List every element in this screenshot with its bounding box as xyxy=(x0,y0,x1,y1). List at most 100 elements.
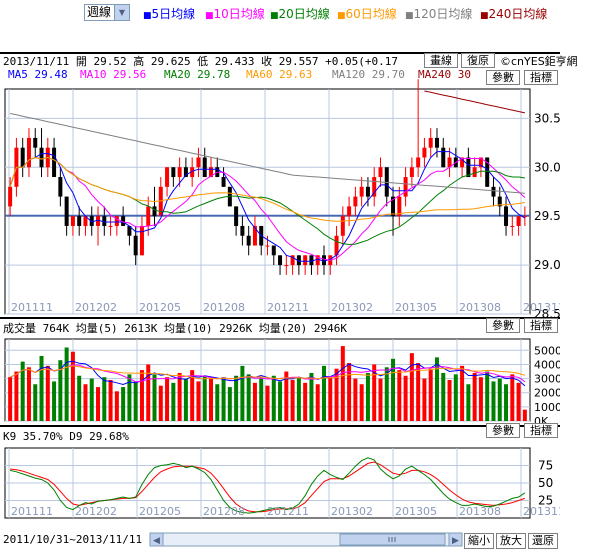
zoom-out-button[interactable]: 放大 xyxy=(496,533,526,549)
volume-y-tick: 5000K xyxy=(534,344,560,357)
volume-params-button[interactable]: 參數 xyxy=(486,318,520,333)
price-x-tick: 201311 xyxy=(523,301,560,314)
volume-bar xyxy=(127,374,132,421)
ma-toggle-6[interactable]: ■240日均線 xyxy=(480,5,547,22)
price-indicator-button[interactable]: 指標 xyxy=(524,70,558,85)
volume-bar xyxy=(353,378,358,421)
candle-body xyxy=(403,177,408,197)
candle-body xyxy=(83,216,88,226)
kd-x-tick: 201308 xyxy=(459,505,501,518)
candle-body xyxy=(152,206,157,217)
chevron-down-icon[interactable]: ▼ xyxy=(114,5,129,20)
kd-x-tick: 201202 xyxy=(75,505,117,518)
kd-indicator-button[interactable]: 指標 xyxy=(524,423,558,438)
volume-bar xyxy=(447,380,452,421)
volume-bar xyxy=(14,371,19,421)
ma-toggle-5[interactable]: ■120日均線 xyxy=(405,5,472,22)
ma-toggle-2[interactable]: ■10日均線 xyxy=(205,5,265,22)
volume-bar xyxy=(315,384,320,421)
period-select[interactable]: 週線 ▼ xyxy=(84,4,130,21)
candle-body xyxy=(77,216,82,226)
kd-k-line xyxy=(9,457,526,514)
ma-toggle-label: 5日均線 xyxy=(151,7,196,21)
candle-body xyxy=(504,206,509,226)
volume-bars xyxy=(8,346,527,421)
candle-body xyxy=(240,225,245,236)
kd-y-tick: 25 xyxy=(538,494,553,508)
candle-body xyxy=(485,157,490,187)
ma5-line xyxy=(9,151,526,262)
candle-body xyxy=(334,235,339,256)
candle-body xyxy=(347,206,352,217)
volume-bar xyxy=(428,368,433,421)
kd-y-tick: 50 xyxy=(538,476,553,490)
volume-bar xyxy=(139,370,144,421)
draw-line-button[interactable]: 畫線 xyxy=(424,53,458,68)
volume-y-tick: 2000K xyxy=(534,387,560,400)
candle-body xyxy=(372,177,377,197)
volume-bar xyxy=(359,384,364,421)
candle-body xyxy=(52,147,57,178)
scroll-left-button[interactable] xyxy=(149,532,164,547)
scroll-right-button[interactable] xyxy=(448,532,463,547)
volume-bar xyxy=(491,381,496,421)
ma-value-2: MA10 29.56 xyxy=(80,68,146,81)
price-info-line: 2013/11/11 開 29.52 高 29.625 低 29.433 收 2… xyxy=(3,54,398,68)
candle-body xyxy=(365,186,370,197)
volume-bar xyxy=(234,375,239,421)
ma120-line xyxy=(9,113,525,194)
scroll-right-icon: ▶ xyxy=(452,536,459,546)
volume-bar xyxy=(240,365,245,421)
price-x-tick: 201308 xyxy=(459,301,501,314)
kd-x-tick: 201111 xyxy=(11,505,53,518)
volume-bar xyxy=(89,378,94,421)
ma-toggle-3[interactable]: ■20日均線 xyxy=(270,5,330,22)
candle-body xyxy=(114,216,119,226)
candle-body xyxy=(353,196,358,207)
candle-body xyxy=(183,167,188,178)
ma60-line xyxy=(9,156,525,222)
volume-bar xyxy=(453,374,458,421)
reset-button[interactable]: 還原 xyxy=(528,533,558,549)
price-x-tick: 201205 xyxy=(139,301,181,314)
volume-ma-lines xyxy=(9,360,526,387)
volume-bar xyxy=(133,381,138,421)
kd-info-line: K9 35.70% D9 29.68% xyxy=(3,430,129,443)
zoom-in-button[interactable]: 縮小 xyxy=(464,533,494,549)
kd-x-tick: 201305 xyxy=(395,505,437,518)
kd-x-tick: 201208 xyxy=(203,505,245,518)
candle-body xyxy=(491,186,496,197)
ma-toggle-1[interactable]: ■5日均線 xyxy=(143,5,195,22)
color-square-icon: ■ xyxy=(270,11,279,21)
volume-bar xyxy=(171,382,176,421)
price-params-button[interactable]: 參數 xyxy=(486,70,520,85)
price-y-tick: 30.5 xyxy=(534,111,560,125)
volume-bar xyxy=(460,365,465,421)
volume-bar xyxy=(190,370,195,421)
candle-body xyxy=(190,167,195,178)
candle-body xyxy=(265,245,270,247)
candle-body xyxy=(522,216,527,218)
candle-body xyxy=(434,137,439,148)
undo-button[interactable]: 復原 xyxy=(461,53,495,68)
volume-bar xyxy=(378,378,383,421)
kd-x-tick: 201302 xyxy=(331,505,373,518)
stock-chart: 2013/11/11 開 29.52 高 29.625 低 29.433 收 2… xyxy=(0,34,560,549)
candle-body xyxy=(441,147,446,168)
candle-body xyxy=(70,216,75,226)
volume-indicator-button[interactable]: 指標 xyxy=(524,318,558,333)
volume-bar xyxy=(202,375,207,421)
volume-bar xyxy=(177,372,182,421)
price-candles xyxy=(8,79,527,275)
ma-toggle-label: 120日均線 xyxy=(413,7,473,21)
price-grid xyxy=(5,89,530,315)
volume-bar xyxy=(165,377,170,421)
volume-bar xyxy=(522,409,527,421)
candle-body xyxy=(196,157,201,168)
volume-bar xyxy=(121,387,126,421)
kd-params-button[interactable]: 參數 xyxy=(486,423,520,438)
volume-bar xyxy=(334,368,339,421)
ma-toggle-4[interactable]: ■60日均線 xyxy=(337,5,397,22)
candle-body xyxy=(146,206,151,226)
candle-body xyxy=(96,216,101,226)
